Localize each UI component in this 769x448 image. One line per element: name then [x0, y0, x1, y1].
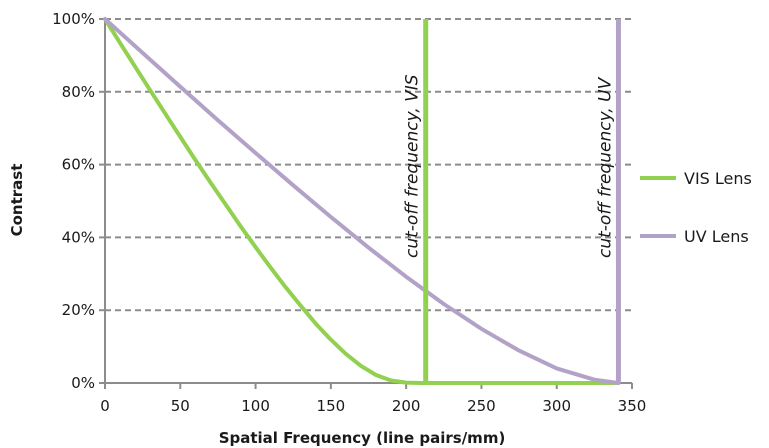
legend: VIS Lens UV Lens [640, 169, 752, 246]
y-axis-title: Contrast [8, 164, 26, 237]
tick-labels: 0% 20% 40% 60% 80% 100% 0 50 100 150 200 250 300 350 [52, 10, 646, 415]
x-tick-label-200: 200 [392, 397, 421, 415]
x-axis-title: Spatial Frequency (line pairs/mm) [219, 429, 506, 447]
cutoff-label-1: cut-off frequency, UV [595, 76, 615, 258]
x-tick-label-150: 150 [317, 397, 346, 415]
y-tick-label-80: 80% [62, 83, 95, 101]
y-tick-label-0: 0% [71, 374, 95, 392]
x-tick-label-0: 0 [100, 397, 110, 415]
legend-label-uv-lens: UV Lens [684, 227, 749, 246]
grid-lines [105, 18, 632, 312]
series-line-vis-lens [103, 17, 621, 385]
x-tick-label-50: 50 [171, 397, 190, 415]
y-tick-label-60: 60% [62, 156, 95, 174]
x-tick-label-300: 300 [542, 397, 571, 415]
x-tick-label-250: 250 [467, 397, 496, 415]
x-tick-label-350: 350 [618, 397, 647, 415]
legend-label-vis-lens: VIS Lens [684, 169, 752, 188]
series-lines [103, 17, 621, 385]
axes [99, 18, 633, 389]
y-tick-label-20: 20% [62, 301, 95, 319]
y-tick-label-100: 100% [52, 10, 95, 28]
x-tick-label-100: 100 [241, 397, 270, 415]
cutoff-label-0: cut-off frequency, VIS [403, 74, 423, 258]
series-line-uv-lens [103, 17, 621, 385]
y-tick-label-40: 40% [62, 228, 95, 246]
cutoff-annotations: cut-off frequency, VIS cut-off frequency,… [403, 19, 621, 383]
